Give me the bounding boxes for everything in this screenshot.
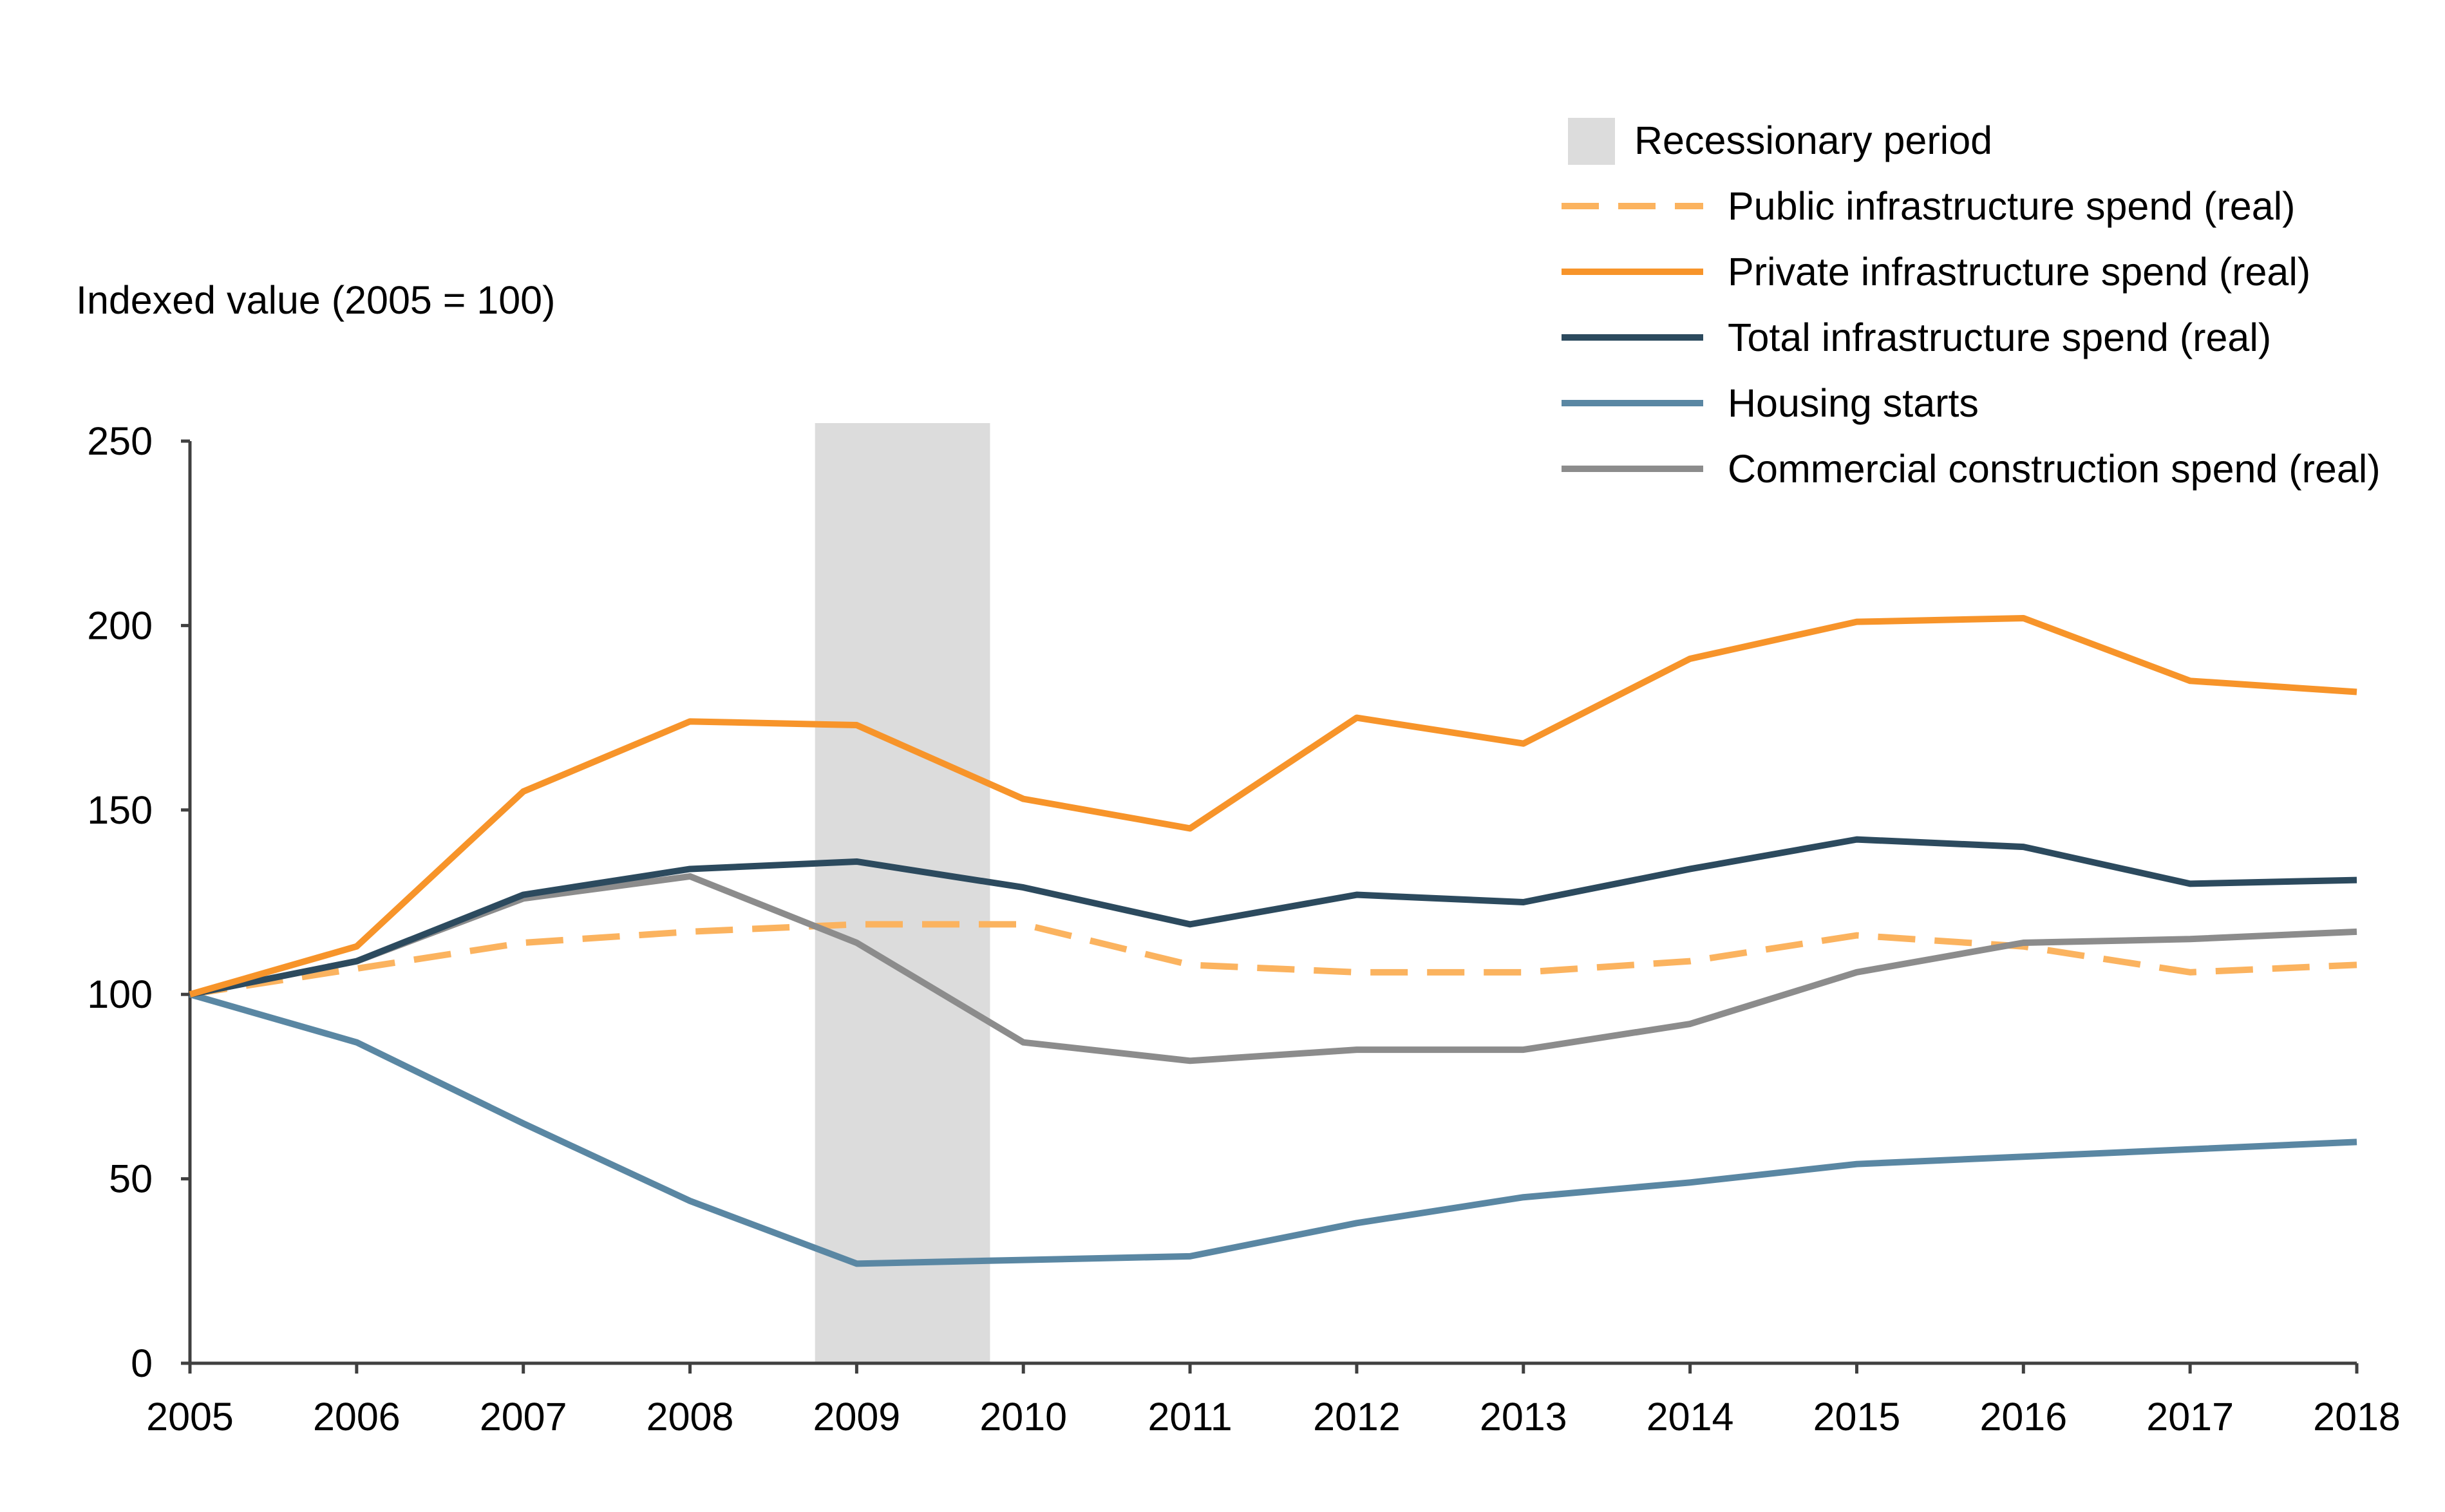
series-line-total-infrastructure-spend-real bbox=[189, 836, 2357, 998]
x-tick-label: 2015 bbox=[1813, 1395, 1901, 1439]
x-tick-label: 2007 bbox=[480, 1395, 567, 1439]
y-tick-label: 250 bbox=[87, 419, 153, 463]
x-tick-label: 2006 bbox=[313, 1395, 401, 1439]
x-tick-label: 2016 bbox=[1979, 1395, 2067, 1439]
x-tick-label: 2017 bbox=[2146, 1395, 2234, 1439]
legend: Recessionary period Public infrastructure… bbox=[1562, 118, 2381, 491]
legend-label-public-infrastructure-spend-real: Public infrastructure spend (real) bbox=[1728, 184, 2296, 228]
legend-label-commercial-construction-spend-real: Commercial construction spend (real) bbox=[1728, 447, 2381, 491]
x-tick-label: 2005 bbox=[146, 1395, 234, 1439]
x-tick-label: 2013 bbox=[1480, 1395, 1567, 1439]
y-tick-label: 200 bbox=[87, 603, 153, 647]
legend-label-housing-starts: Housing starts bbox=[1728, 381, 1979, 425]
y-axis-title: Indexed value (2005 = 100) bbox=[76, 278, 555, 322]
series-line-private-infrastructure-spend-real bbox=[189, 614, 2357, 998]
x-tick-label: 2011 bbox=[1147, 1395, 1232, 1439]
legend-swatch-recession bbox=[1568, 118, 1615, 165]
y-tick-label: 50 bbox=[109, 1157, 153, 1201]
x-tick-label: 2018 bbox=[2313, 1395, 2401, 1439]
x-tick-label: 2009 bbox=[813, 1395, 901, 1439]
series-line-housing-starts bbox=[189, 991, 2357, 1267]
axes-layer: 0 50 100 150 200 250 2005 2006 2007 2008 2009 2010 2… bbox=[87, 419, 2401, 1439]
legend-label-total-infrastructure-spend-real: Total infrastructure spend (real) bbox=[1728, 316, 2271, 359]
y-tick-label: 0 bbox=[131, 1341, 153, 1385]
y-tick-label: 100 bbox=[87, 972, 153, 1016]
legend-label-recession: Recessionary period bbox=[1634, 118, 1992, 162]
recession-layer bbox=[815, 423, 990, 1363]
y-tick-label: 150 bbox=[87, 788, 153, 832]
series-layer bbox=[189, 614, 2357, 1267]
legend-label-private-infrastructure-spend-real: Private infrastructure spend (real) bbox=[1728, 250, 2310, 294]
recession-band bbox=[815, 423, 990, 1363]
x-tick-label: 2012 bbox=[1313, 1395, 1401, 1439]
x-tick-label: 2014 bbox=[1647, 1395, 1734, 1439]
x-tick-label: 2008 bbox=[647, 1395, 734, 1439]
x-tick-label: 2010 bbox=[979, 1395, 1067, 1439]
series-line-commercial-construction-spend-real bbox=[189, 873, 2357, 1064]
